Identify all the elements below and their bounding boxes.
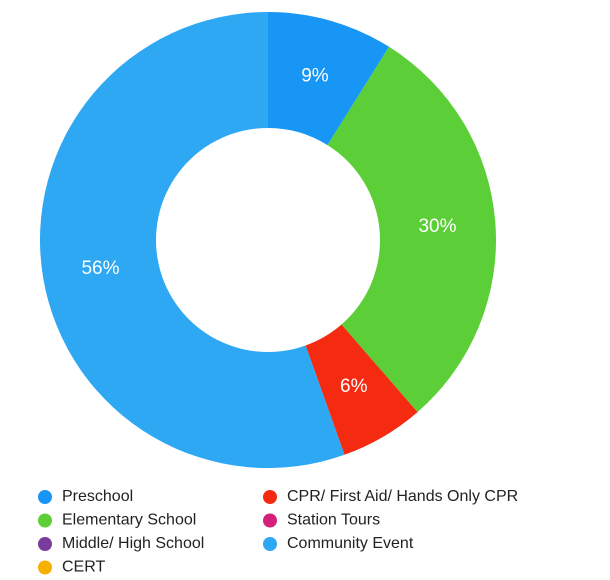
slice-label: 30% (418, 216, 456, 237)
legend-label: CPR/ First Aid/ Hands Only CPR (287, 488, 518, 505)
slice-label: 56% (81, 258, 119, 279)
slice (305, 324, 418, 455)
slice (327, 46, 496, 413)
legend-marker (263, 490, 277, 504)
legend-label: Elementary School (62, 512, 196, 529)
legend-marker (38, 490, 52, 504)
slice-label: 9% (301, 66, 329, 87)
slice (268, 12, 390, 146)
legend-label: Middle/ High School (62, 535, 204, 552)
legend-marker (263, 513, 277, 528)
slice-label: 6% (340, 376, 368, 397)
slice (39, 12, 345, 468)
legend-marker (38, 513, 52, 528)
legend-marker (263, 537, 277, 551)
legend-label: CERT (62, 559, 105, 576)
legend-label: Community Event (287, 535, 414, 552)
legend-label: Preschool (62, 488, 133, 505)
legend-label: Station Tours (287, 512, 380, 529)
legend-marker (38, 560, 52, 575)
legend-marker (38, 537, 52, 551)
